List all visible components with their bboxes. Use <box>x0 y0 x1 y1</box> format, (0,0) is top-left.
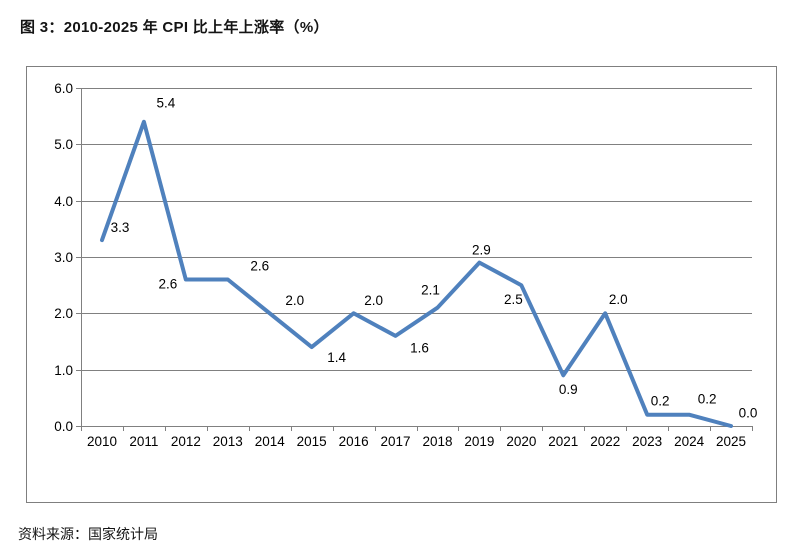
y-tick-label: 2.0 <box>54 306 73 321</box>
chart-frame: 0.0 1.0 2.0 3.0 4.0 5.0 6.0 2010 2011 2012 2013 201… <box>26 66 777 503</box>
x-tick-label: 2025 <box>716 434 746 449</box>
figure-title: 图 3：2010-2025 年 CPI 比上年上涨率（%） <box>20 19 329 36</box>
x-tick-label: 2015 <box>297 434 327 449</box>
data-label: 1.4 <box>327 350 346 365</box>
x-tick-label: 2018 <box>422 434 452 449</box>
data-label: 2.5 <box>504 292 523 307</box>
data-label: 0.2 <box>698 391 717 406</box>
x-tick-label: 2024 <box>674 434 705 449</box>
x-tick-label: 2020 <box>506 434 536 449</box>
x-tick-label: 2012 <box>171 434 201 449</box>
x-tick-label: 2019 <box>464 434 494 449</box>
cpi-line-series <box>100 119 733 428</box>
x-tick-label: 2010 <box>87 434 117 449</box>
x-tick-label: 2016 <box>339 434 369 449</box>
x-tick-label: 2023 <box>632 434 662 449</box>
data-label: 1.6 <box>410 341 429 356</box>
cpi-line-chart: 0.0 1.0 2.0 3.0 4.0 5.0 6.0 2010 2011 2012 2013 201… <box>54 81 758 449</box>
data-label: 0.0 <box>739 406 758 421</box>
data-label: 3.3 <box>111 220 130 235</box>
y-tick-label: 4.0 <box>54 194 73 209</box>
x-tick-label: 2021 <box>548 434 578 449</box>
data-label: 2.1 <box>421 282 440 297</box>
x-tick-label: 2022 <box>590 434 620 449</box>
x-tick-label: 2017 <box>381 434 411 449</box>
data-label: 2.6 <box>250 258 269 273</box>
data-label: 0.9 <box>559 382 578 397</box>
x-tick-label: 2014 <box>255 434 286 449</box>
data-label: 2.0 <box>364 293 383 308</box>
y-tick-label: 3.0 <box>54 250 73 265</box>
y-tick-label: 1.0 <box>54 363 73 378</box>
data-label: 5.4 <box>157 96 176 111</box>
figure-source: 资料来源：国家统计局 <box>18 526 158 542</box>
y-tick-label: 0.0 <box>54 419 73 434</box>
y-tick-label: 6.0 <box>54 81 73 96</box>
data-label: 2.6 <box>158 276 177 291</box>
x-tick-label: 2013 <box>213 434 243 449</box>
data-label: 2.9 <box>472 242 491 257</box>
data-label: 2.0 <box>285 293 304 308</box>
data-label: 2.0 <box>609 292 628 307</box>
x-tick-label: 2011 <box>129 434 158 449</box>
data-label: 0.2 <box>651 393 670 408</box>
y-tick-label: 5.0 <box>54 137 73 152</box>
